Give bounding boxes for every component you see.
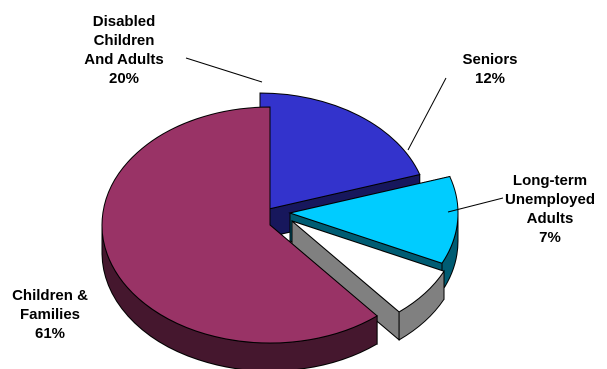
label-unemployed-line-1: Long-term xyxy=(512,172,588,189)
slice-long-term-unemployed-adults-top xyxy=(291,220,445,313)
slice-seniors-top xyxy=(288,175,459,264)
label-seniors-pct: 12% xyxy=(474,70,506,87)
label-long-term-unemployed-adults: Long-term Unemployed Adults 7% xyxy=(495,171,605,247)
slice-children-and-families-top xyxy=(101,106,378,344)
label-children-and-families: Children & Families 61% xyxy=(2,286,98,343)
label-disabled-line-1: Disabled xyxy=(92,13,156,30)
label-disabled-pct: 20% xyxy=(108,70,140,87)
label-seniors: Seniors 12% xyxy=(440,50,540,88)
label-disabled-line-3: And Adults xyxy=(84,51,164,68)
label-unemployed-line-2: Unemployed xyxy=(504,191,595,208)
slice-long-term-unemployed-adults xyxy=(291,219,445,342)
label-families-pct: 61% xyxy=(34,325,66,342)
label-families-line-1: Children & xyxy=(12,287,88,304)
leader-line-unemployed xyxy=(447,197,504,213)
label-unemployed-line-3: Adults xyxy=(526,210,574,227)
label-disabled-children-and-adults: Disabled Children And Adults 20% xyxy=(62,12,186,88)
label-disabled-line-2: Children xyxy=(93,32,155,49)
label-families-line-2: Families xyxy=(19,306,81,323)
leader-line-disabled xyxy=(185,57,263,83)
label-seniors-line-1: Seniors xyxy=(462,51,518,68)
label-unemployed-pct: 7% xyxy=(539,229,561,246)
leader-line-seniors xyxy=(407,77,447,151)
slice-disabled-children-and-adults-top xyxy=(259,92,421,212)
slice-children-and-families xyxy=(101,106,378,369)
